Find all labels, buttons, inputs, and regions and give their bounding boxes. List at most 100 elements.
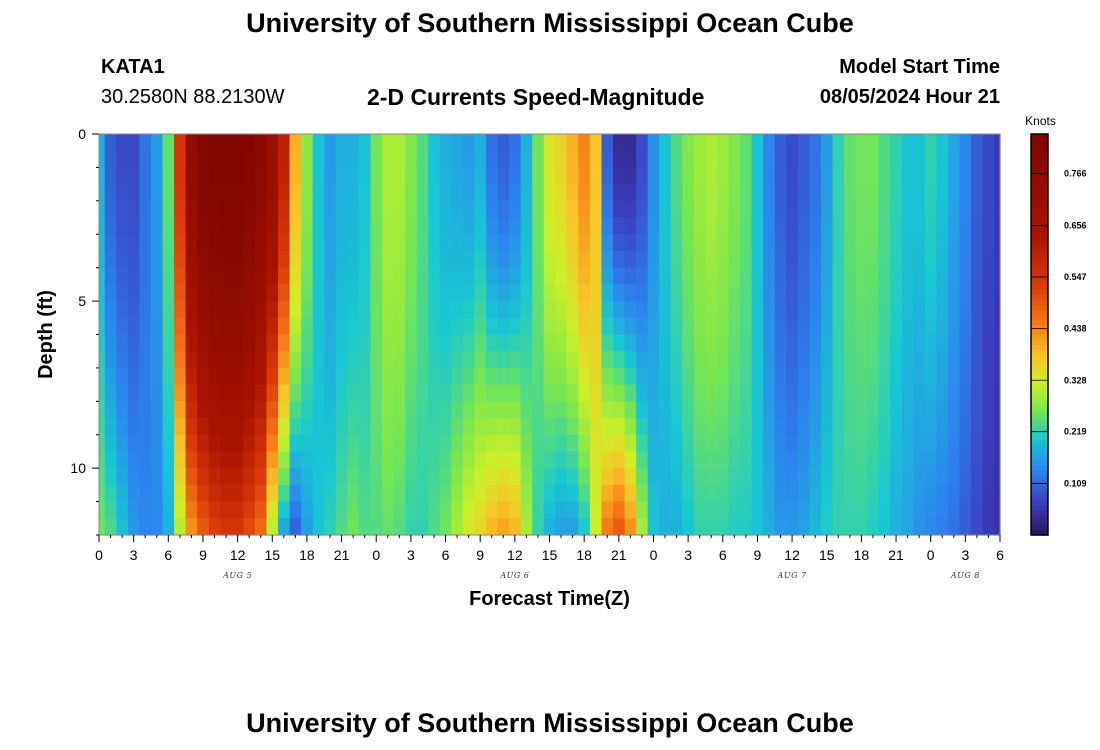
heatmap-cell [867, 317, 880, 336]
heatmap-cell [971, 217, 984, 235]
heatmap-cell [820, 351, 834, 369]
heatmap-cell [982, 301, 995, 319]
heatmap-cell [832, 200, 845, 219]
heatmap-cell [393, 418, 406, 436]
heatmap-cell [659, 334, 672, 352]
heatmap-cell [647, 367, 660, 386]
heatmap-cell [589, 384, 603, 402]
heatmap-cell [347, 351, 360, 369]
heatmap-cell [405, 250, 418, 269]
heatmap-cell [670, 184, 683, 202]
heatmap-cell [578, 484, 591, 503]
heatmap-cell [382, 167, 395, 185]
heatmap-cell [485, 301, 499, 319]
x-tick-label: 6 [164, 547, 172, 563]
heatmap-cell [855, 468, 868, 486]
colorbar-segment [1031, 194, 1048, 200]
heatmap-cell [589, 217, 603, 235]
heatmap-cell [289, 351, 302, 369]
heatmap-cell [809, 267, 822, 285]
heatmap-cell [185, 184, 198, 202]
heatmap-cell [647, 484, 660, 503]
heatmap-cell [763, 217, 776, 235]
heatmap-cell [613, 184, 626, 202]
heatmap-cell [543, 484, 556, 503]
heatmap-cell [543, 451, 556, 469]
heatmap-cell [555, 418, 568, 436]
heatmap-cell [428, 167, 441, 185]
heatmap-cell [820, 451, 834, 469]
heatmap-cell [335, 351, 348, 369]
heatmap-cell [370, 418, 383, 436]
heatmap-cell [959, 518, 972, 536]
colorbar-segment [1031, 514, 1048, 521]
heatmap-cell [936, 200, 949, 219]
heatmap-cell [936, 367, 949, 386]
heatmap-cell [358, 334, 372, 352]
heatmap-cell [451, 501, 464, 519]
heatmap-cell [670, 334, 683, 352]
heatmap-cell [670, 200, 683, 219]
heatmap-cell [670, 134, 683, 152]
heatmap-cell [647, 334, 660, 352]
heatmap-cell [682, 150, 695, 169]
heatmap-cell [647, 134, 660, 152]
heatmap-cell [254, 134, 268, 152]
heatmap-cell [959, 334, 972, 352]
heatmap-cell [601, 418, 614, 436]
heatmap-cell [335, 518, 348, 536]
heatmap-cell [104, 484, 117, 503]
heatmap-cell [174, 250, 187, 269]
heatmap-cell [924, 518, 938, 536]
heatmap-cell [220, 384, 233, 402]
heatmap-cell [601, 134, 614, 152]
heatmap-cell [358, 434, 372, 453]
heatmap-cell [243, 451, 256, 469]
heatmap-cell [636, 434, 649, 453]
heatmap-cell [901, 217, 914, 235]
heatmap-cell [509, 250, 522, 269]
heatmap-cell [347, 501, 360, 519]
heatmap-cell [520, 401, 533, 419]
heatmap-cell [901, 468, 914, 486]
heatmap-cell [878, 518, 891, 536]
heatmap-cell [485, 267, 499, 285]
heatmap-cell [347, 518, 360, 536]
heatmap-cell [532, 184, 545, 202]
heatmap-cell [162, 167, 175, 185]
heatmap-cell [127, 150, 141, 169]
heatmap-cell [416, 384, 429, 402]
heatmap-cell [578, 167, 591, 185]
heatmap-cell [636, 518, 649, 536]
heatmap-cell [301, 184, 314, 202]
heatmap-cell [994, 518, 1001, 536]
heatmap-cell [751, 217, 764, 235]
heatmap-cell [451, 468, 464, 486]
heatmap-cell [797, 267, 810, 285]
heatmap-cell [994, 351, 1001, 369]
heatmap-cell [659, 418, 672, 436]
heatmap-cell [405, 234, 418, 252]
heatmap-cell [451, 518, 464, 536]
heatmap-cell [312, 451, 325, 469]
heatmap-cell [624, 217, 637, 235]
heatmap-cell [566, 150, 579, 169]
x-tick-label: 15 [264, 547, 280, 563]
heatmap-cell [601, 401, 614, 419]
heatmap-cell [324, 184, 337, 202]
heatmap-cell [566, 134, 579, 152]
heatmap-cell [890, 351, 903, 369]
heatmap-cell [312, 384, 325, 402]
heatmap-cell [99, 501, 106, 519]
heatmap-cell [451, 234, 464, 252]
heatmap-cell [335, 451, 348, 469]
heatmap-cell [278, 167, 291, 185]
heatmap-cell [971, 418, 984, 436]
colorbar-segment [1031, 374, 1048, 381]
heatmap-cell [451, 167, 464, 185]
heatmap-cell [809, 234, 822, 252]
heatmap-cell [820, 384, 834, 402]
heatmap-cell [278, 234, 291, 252]
heatmap-cell [520, 384, 533, 402]
heatmap-cell [150, 250, 164, 269]
